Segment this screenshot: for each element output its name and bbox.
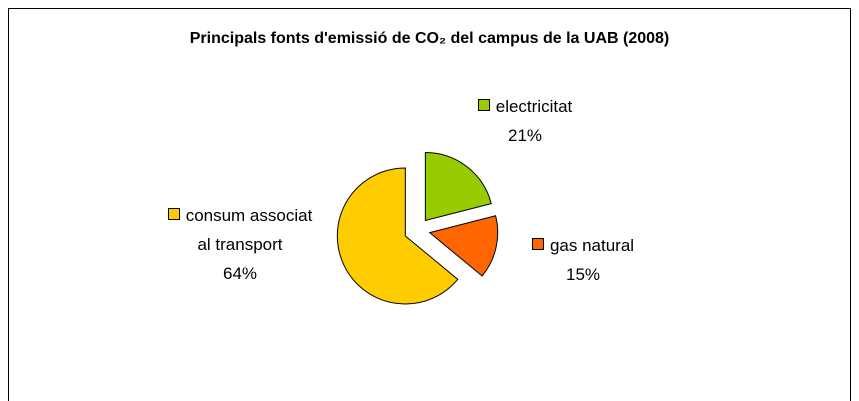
value-label: 64% — [222, 264, 258, 283]
category-label: consum associat al transport — [185, 206, 313, 254]
category-label: electricitat — [495, 97, 573, 116]
legend-swatch — [167, 208, 180, 220]
pie-slice — [336, 167, 459, 305]
category-label: gas natural — [549, 236, 635, 255]
slice-label: electricitat 21% — [460, 92, 590, 150]
chart-title: Principals fonts d'emissió de CO₂ del ca… — [189, 30, 670, 47]
slice-label: gas natural 15% — [518, 231, 648, 289]
pie-slice — [428, 215, 499, 277]
value-label: 21% — [507, 126, 543, 145]
legend-swatch — [477, 99, 490, 111]
value-label: 15% — [565, 265, 601, 284]
pie-slice — [424, 152, 492, 222]
slice-label: consum associat al transport 64% — [160, 201, 320, 288]
legend-swatch — [531, 238, 544, 250]
